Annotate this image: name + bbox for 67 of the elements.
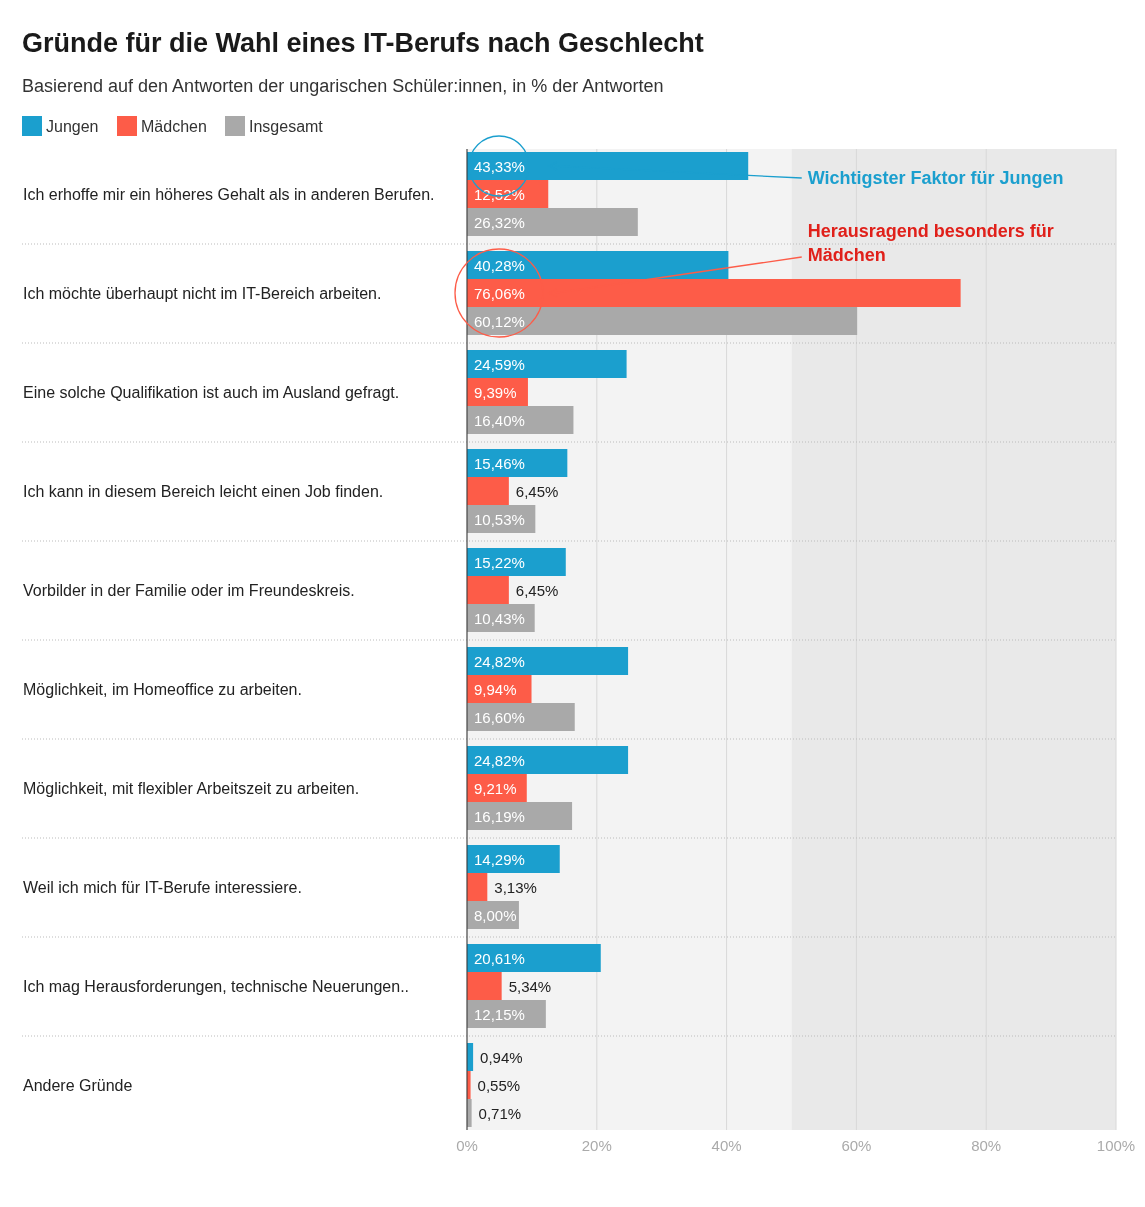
data-label: 10,43% [474, 610, 525, 627]
data-label: 60,12% [474, 313, 525, 330]
bar [467, 802, 573, 830]
data-label: 24,59% [474, 356, 525, 373]
data-label: 9,94% [474, 681, 517, 698]
data-label: 20,61% [474, 950, 525, 967]
y-tick-label: Eine solche Qualifikation ist auch im Ausland gefragt. [23, 384, 400, 401]
data-label: 76,06% [474, 285, 525, 302]
data-label: 24,82% [474, 752, 525, 769]
x-tick-label: 0% [456, 1137, 478, 1154]
y-tick-label: Ich erhoffe mir ein höheres Gehalt als in anderen Berufen. [23, 186, 435, 203]
data-label: 40,28% [474, 257, 525, 274]
data-label: 0,71% [478, 1105, 522, 1122]
data-label: 5,34% [508, 978, 552, 995]
y-tick-label: Möglichkeit, mit flexibler Arbeitszeit zu arbeiten. [23, 780, 360, 797]
bar [467, 307, 858, 335]
bar [467, 350, 627, 378]
bar [467, 972, 502, 1000]
legend-label: Jungen [46, 118, 99, 135]
data-label: 0,55% [477, 1077, 521, 1094]
data-label: 6,45% [515, 483, 559, 500]
y-tick-label: Ich kann in diesem Bereich leicht einen Job finden. [23, 483, 384, 500]
data-label: 15,46% [474, 455, 525, 472]
bar [467, 576, 509, 604]
bar [467, 208, 638, 236]
data-label: 24,82% [474, 653, 525, 670]
data-label: 15,22% [474, 554, 525, 571]
bar [467, 944, 601, 972]
x-tick-label: 80% [971, 1137, 1002, 1154]
data-label: 0,94% [480, 1049, 523, 1066]
bar [467, 703, 575, 731]
x-tick-label: 60% [841, 1137, 872, 1154]
bar [467, 477, 509, 505]
annotation: Wichtigster Faktor für Jungen [807, 168, 1064, 188]
data-label: 43,33% [474, 158, 525, 175]
y-tick-label: Ich mag Herausforderungen, technische Neuerungen.. [23, 978, 410, 995]
bar [467, 873, 488, 901]
data-label: 14,29% [474, 851, 525, 868]
data-label: 26,32% [474, 214, 525, 231]
data-label: 16,60% [474, 709, 525, 726]
bar [467, 251, 729, 279]
data-label: 3,13% [494, 879, 537, 896]
data-label: 6,45% [515, 582, 559, 599]
x-tick-label: 100% [1096, 1137, 1136, 1154]
y-tick-label: Vorbilder in der Familie oder im Freundeskreis. [23, 582, 355, 599]
chart-subtitle: Basierend auf den Antworten der ungarischen Schüler:innen, in % der Antworten [22, 76, 664, 96]
bar [467, 279, 961, 307]
y-tick-label: Möglichkeit, im Homeoffice zu arbeiten. [23, 681, 302, 698]
data-label: 16,40% [474, 412, 525, 429]
y-tick-label: Ich möchte überhaupt nicht im IT-Bereich arbeiten. [23, 285, 382, 302]
chart-title: Gründe für die Wahl eines IT-Berufs nach Geschlecht [22, 28, 704, 58]
bar [467, 647, 629, 675]
legend-label: Insgesamt [249, 118, 324, 135]
data-label: 9,39% [474, 384, 517, 401]
x-tick-label: 20% [581, 1137, 612, 1154]
y-tick-label: Andere Gründe [23, 1077, 133, 1094]
data-label: 12,15% [474, 1006, 525, 1023]
data-label: 9,21% [474, 780, 517, 797]
legend-label: Mädchen [141, 118, 207, 135]
annotation: Herausragend besonders für Mädchen [807, 221, 1054, 265]
data-label: 10,53% [474, 511, 525, 528]
bar [467, 548, 566, 576]
data-label: 16,19% [474, 808, 525, 825]
data-label: 8,00% [474, 907, 517, 924]
y-tick-label: Weil ich mich für IT-Berufe interessiere. [23, 879, 302, 896]
bar [467, 746, 629, 774]
x-tick-label: 40% [711, 1137, 742, 1154]
